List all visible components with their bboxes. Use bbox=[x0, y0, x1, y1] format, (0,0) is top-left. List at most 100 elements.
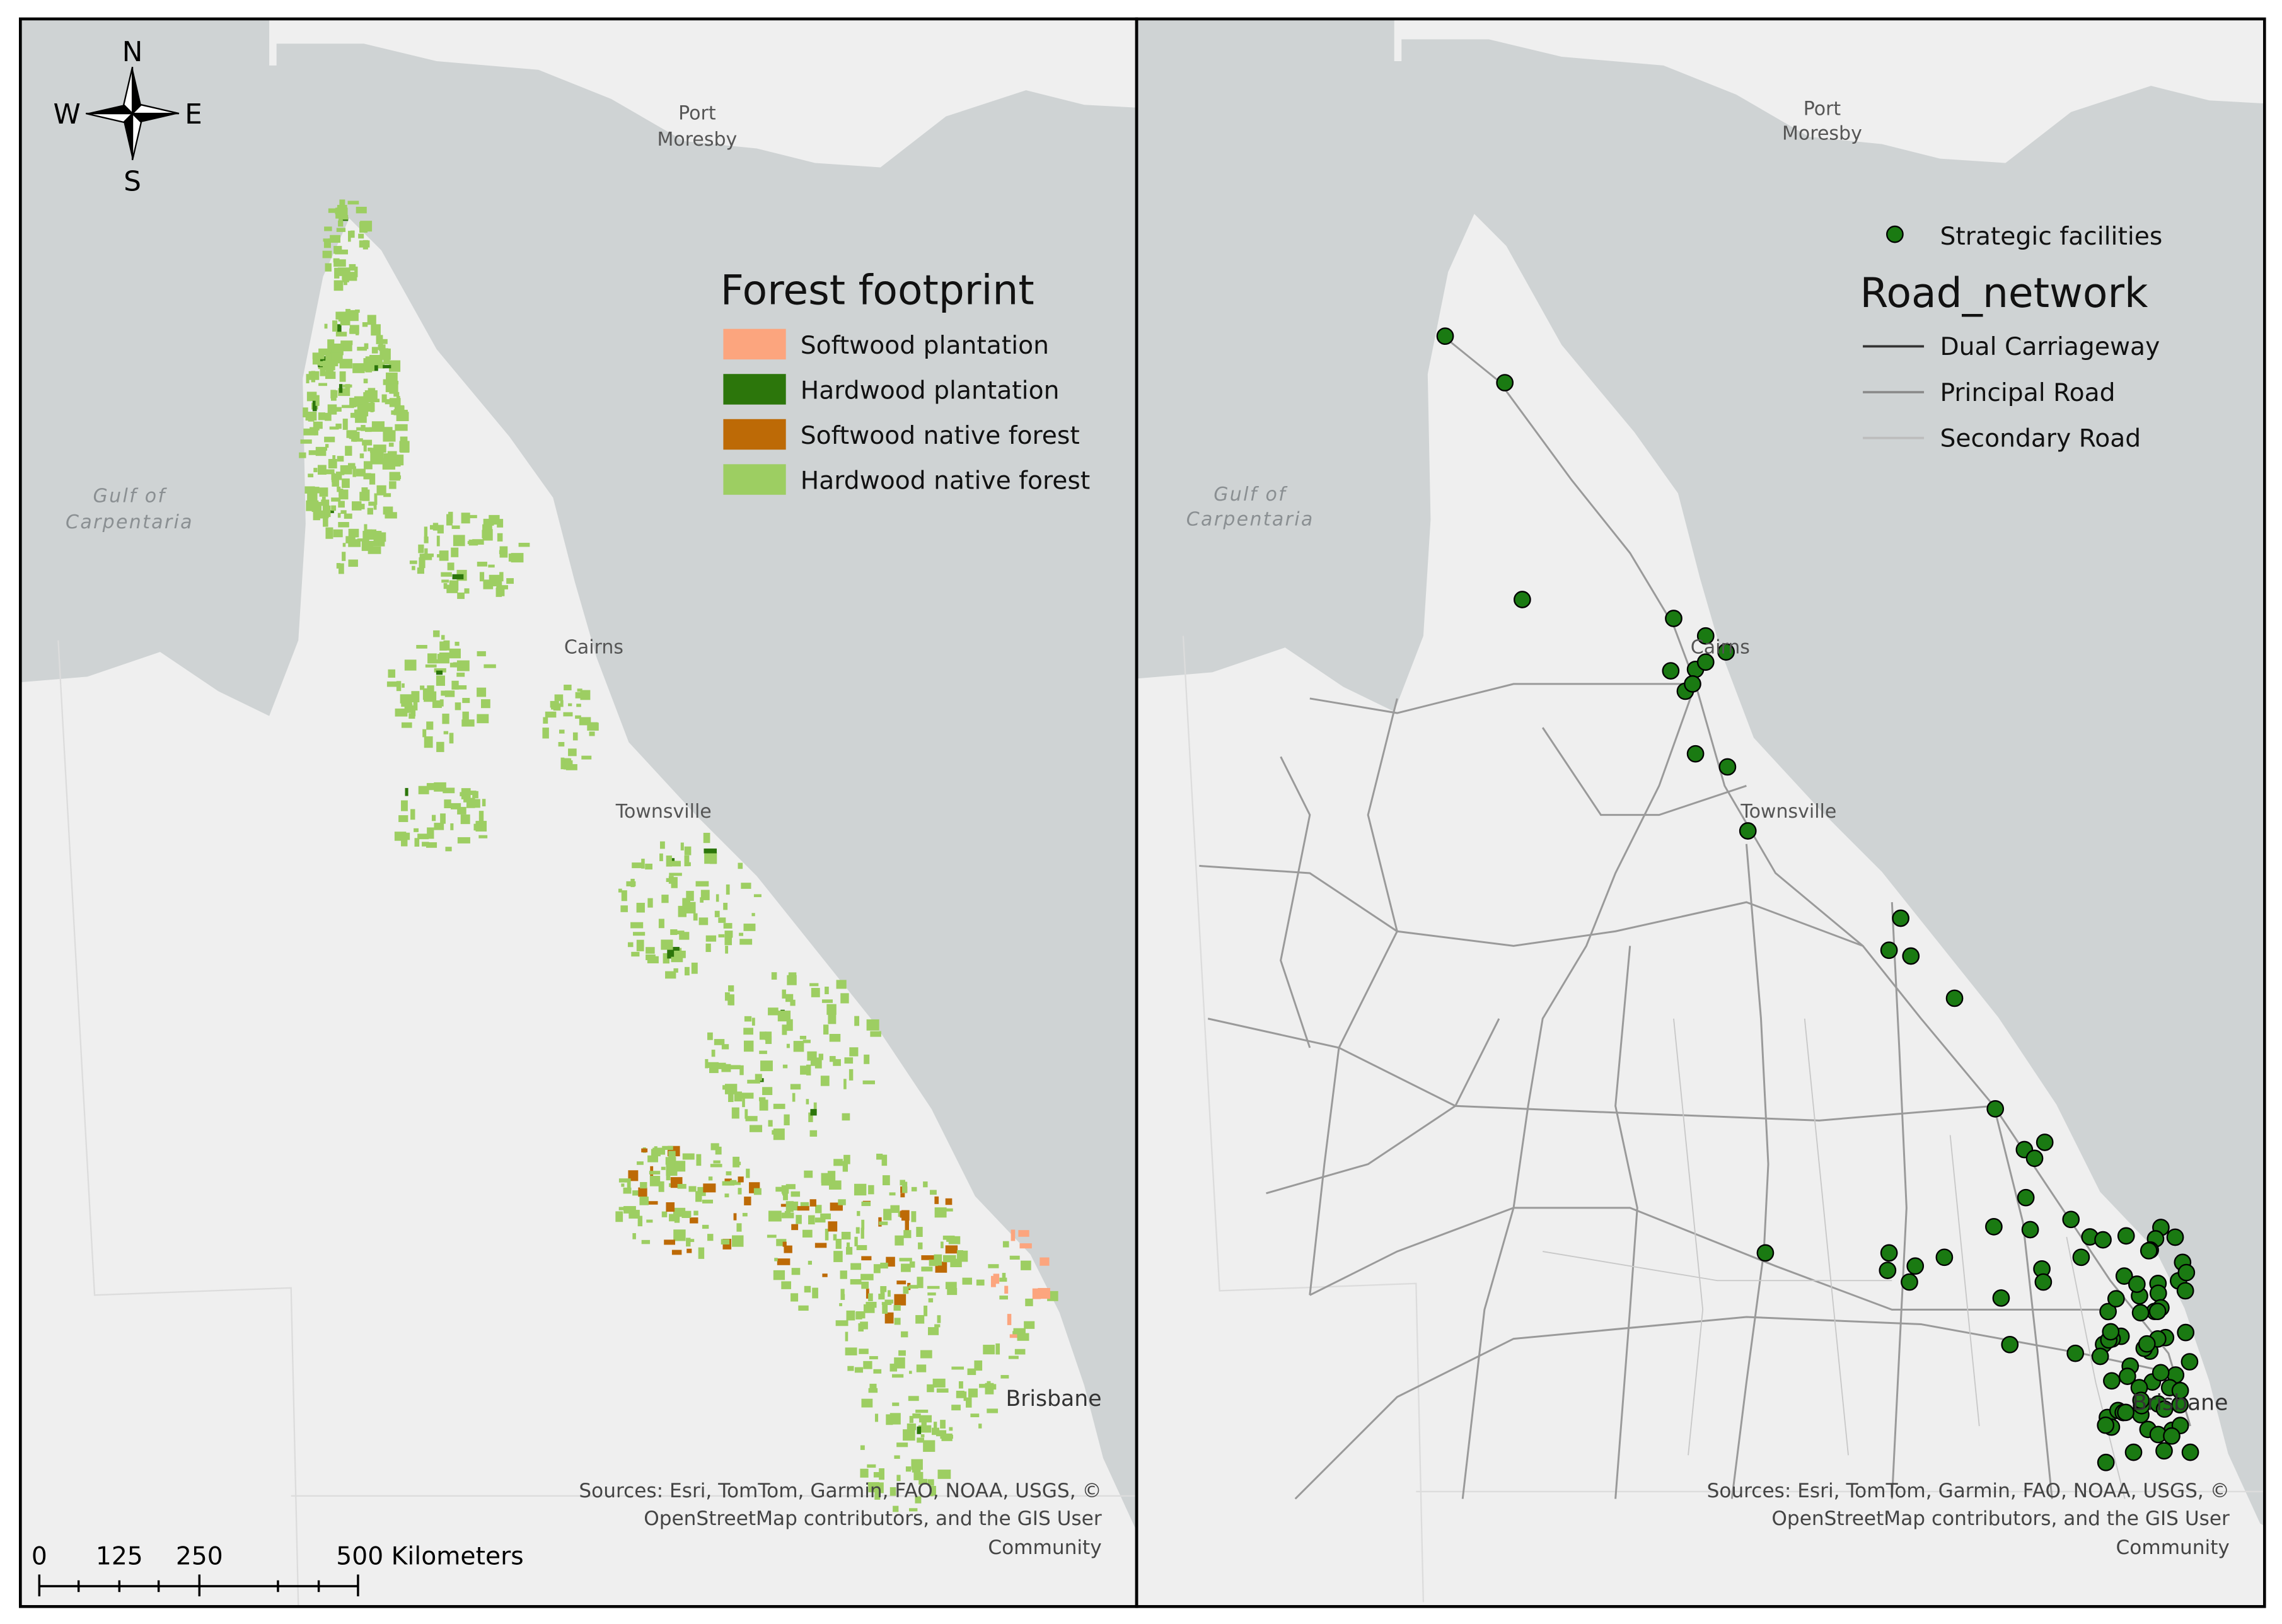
forest-patch bbox=[784, 1114, 790, 1125]
forest-patch bbox=[870, 1031, 881, 1037]
forest-patch bbox=[773, 1270, 785, 1280]
forest-patch bbox=[630, 922, 644, 929]
forest-patch bbox=[410, 809, 415, 820]
forest-patch bbox=[771, 972, 777, 980]
forest-patch bbox=[854, 1183, 867, 1196]
forest-patch bbox=[328, 238, 340, 242]
forest-patch bbox=[835, 1239, 842, 1249]
sources: OpenStreetMap contributors, and the GIS … bbox=[1771, 1507, 2230, 1530]
forest-patch bbox=[441, 579, 449, 583]
forest-patch bbox=[888, 1290, 891, 1297]
forest-patch bbox=[836, 980, 847, 989]
forest-patch bbox=[647, 1201, 658, 1205]
facility-point bbox=[2117, 1403, 2134, 1422]
forest-patch bbox=[744, 1197, 751, 1205]
forest-patch bbox=[419, 557, 426, 569]
forest-patch bbox=[666, 878, 674, 883]
forest-patch bbox=[749, 1125, 763, 1132]
forest-patch bbox=[432, 523, 439, 531]
forest-patch bbox=[308, 412, 315, 422]
forest-patch bbox=[935, 1430, 947, 1437]
forest-patch bbox=[349, 397, 357, 408]
forest-patch bbox=[753, 1188, 762, 1195]
forest-patch bbox=[323, 518, 328, 527]
forest-patch bbox=[790, 999, 796, 1006]
forest-patch bbox=[740, 1093, 754, 1099]
forest-patch bbox=[868, 1185, 874, 1195]
forest-patch bbox=[880, 1262, 888, 1269]
forest-patch bbox=[896, 1280, 906, 1285]
forest-patch bbox=[335, 423, 342, 429]
forest-patch bbox=[379, 348, 388, 356]
forest-patch bbox=[333, 259, 346, 267]
forest-patch bbox=[572, 732, 578, 741]
forest-patch bbox=[945, 1245, 958, 1254]
forest-patch bbox=[335, 332, 347, 337]
forest-patch bbox=[808, 1112, 813, 1122]
forest-patch bbox=[321, 499, 330, 506]
forest-patch bbox=[361, 470, 364, 476]
forest-patch bbox=[324, 323, 328, 329]
forest-patch bbox=[815, 1205, 822, 1214]
forest-patch bbox=[473, 823, 482, 831]
forest-patch bbox=[364, 524, 368, 534]
forest-patch bbox=[558, 741, 565, 747]
facility-point bbox=[1879, 1262, 1897, 1279]
forest-patch bbox=[395, 458, 401, 467]
forest-patch bbox=[443, 731, 449, 734]
forest-patch bbox=[477, 687, 487, 697]
forest-patch bbox=[934, 1324, 941, 1328]
forest-patch bbox=[1009, 1334, 1021, 1338]
forest-patch bbox=[905, 1466, 912, 1472]
forest-patch bbox=[799, 1036, 807, 1040]
forest-patch bbox=[325, 366, 333, 375]
forest-patch bbox=[408, 713, 415, 719]
forest-patch bbox=[684, 846, 692, 856]
forest-patch bbox=[464, 588, 470, 594]
forest-patch bbox=[829, 1056, 836, 1062]
forest-patch bbox=[439, 652, 449, 664]
forest-patch bbox=[362, 489, 370, 501]
forest-patch bbox=[455, 641, 460, 646]
forest-patch bbox=[365, 411, 369, 417]
forest-patch bbox=[825, 1229, 829, 1241]
facility-point bbox=[2149, 1284, 2167, 1302]
forest-patch bbox=[891, 1374, 904, 1378]
forest-patch bbox=[916, 1364, 927, 1372]
forest-patch bbox=[889, 1364, 898, 1372]
forest-patch bbox=[844, 1057, 854, 1064]
forest-patch bbox=[334, 267, 340, 279]
forest-patch bbox=[1025, 1298, 1033, 1306]
forest-patch bbox=[661, 1166, 666, 1170]
forest-patch bbox=[424, 536, 429, 543]
forest-patch bbox=[786, 1019, 793, 1031]
forest-patch bbox=[958, 1381, 963, 1389]
forest-patch bbox=[811, 988, 820, 997]
place-label: Port bbox=[678, 102, 716, 124]
forest-patch bbox=[331, 505, 337, 511]
forest-patch bbox=[551, 706, 556, 710]
forest-patch bbox=[431, 815, 436, 821]
forest-patch bbox=[894, 1455, 900, 1459]
forest-patch bbox=[738, 1188, 742, 1195]
forest-patch bbox=[350, 230, 355, 238]
forest-patch bbox=[990, 1275, 996, 1287]
forest-patch bbox=[800, 1065, 809, 1075]
forest-patch bbox=[928, 1298, 934, 1302]
compass-label: E bbox=[185, 98, 202, 130]
forest-patch bbox=[333, 280, 344, 291]
forest-patch bbox=[743, 924, 756, 931]
forest-patch bbox=[627, 942, 634, 948]
forest-patch bbox=[457, 837, 470, 844]
forest-patch bbox=[680, 842, 684, 850]
facility-point bbox=[1665, 610, 1683, 627]
forest-patch bbox=[666, 1173, 671, 1181]
place-label: Moresby bbox=[1782, 123, 1862, 145]
forest-patch bbox=[895, 1235, 904, 1246]
forest-patch bbox=[886, 1414, 893, 1425]
forest-patch bbox=[833, 1234, 837, 1241]
forest-patch bbox=[688, 1186, 697, 1192]
forest-patch bbox=[349, 264, 356, 271]
forest-patch bbox=[846, 1242, 850, 1248]
forest-patch bbox=[896, 1442, 908, 1447]
